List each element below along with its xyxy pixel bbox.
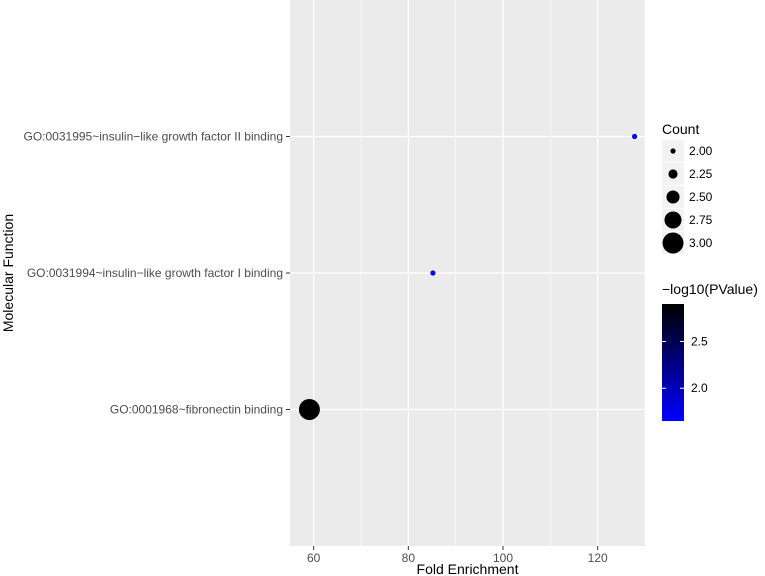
legend-size-key xyxy=(664,211,682,229)
legend-size-label: 3.00 xyxy=(689,236,713,250)
y-tick-label: GO:0001968~fibronectin binding xyxy=(110,403,283,417)
legend-size-label: 2.50 xyxy=(689,190,713,204)
x-axis-title: Fold Enrichment xyxy=(417,561,519,576)
pvalue-color-legend: −log10(PValue) 2.0 2.5 xyxy=(662,281,758,421)
data-point xyxy=(430,270,436,276)
y-tick-label: GO:0031994~insulin−like growth factor I … xyxy=(27,266,283,280)
legend-size-key xyxy=(662,232,684,254)
legend-size-label: 2.00 xyxy=(689,144,713,158)
data-point xyxy=(298,399,320,420)
grid-lines xyxy=(290,0,646,546)
data-points xyxy=(298,133,638,420)
x-tick-label: 100 xyxy=(493,551,513,565)
data-point xyxy=(631,133,638,140)
legend-size-label: 2.75 xyxy=(689,213,713,227)
count-legend-title: Count xyxy=(662,121,699,137)
pvalue-colorbar xyxy=(662,304,684,421)
x-tick-label: 60 xyxy=(307,551,321,565)
legend-size-label: 2.25 xyxy=(689,167,713,181)
x-axis: 60 80 100 120 xyxy=(307,546,608,565)
y-tick-label: GO:0031995~insulin−like growth factor II… xyxy=(24,130,284,144)
x-tick-label: 120 xyxy=(588,551,608,565)
legend-size-key xyxy=(670,148,676,154)
y-axis-title: Molecular Function xyxy=(0,214,16,332)
y-axis: GO:0001968~fibronectin binding GO:0031994… xyxy=(24,130,290,417)
colorbar-label: 2.0 xyxy=(691,381,708,395)
x-tick-label: 80 xyxy=(402,551,416,565)
pvalue-legend-title: −log10(PValue) xyxy=(662,281,758,297)
count-size-legend: Count 2.00 2.25 2.50 2.75 3.00 xyxy=(662,121,713,254)
legend-size-key xyxy=(668,169,678,179)
legend-size-key xyxy=(666,190,680,204)
colorbar-label: 2.5 xyxy=(691,334,708,348)
